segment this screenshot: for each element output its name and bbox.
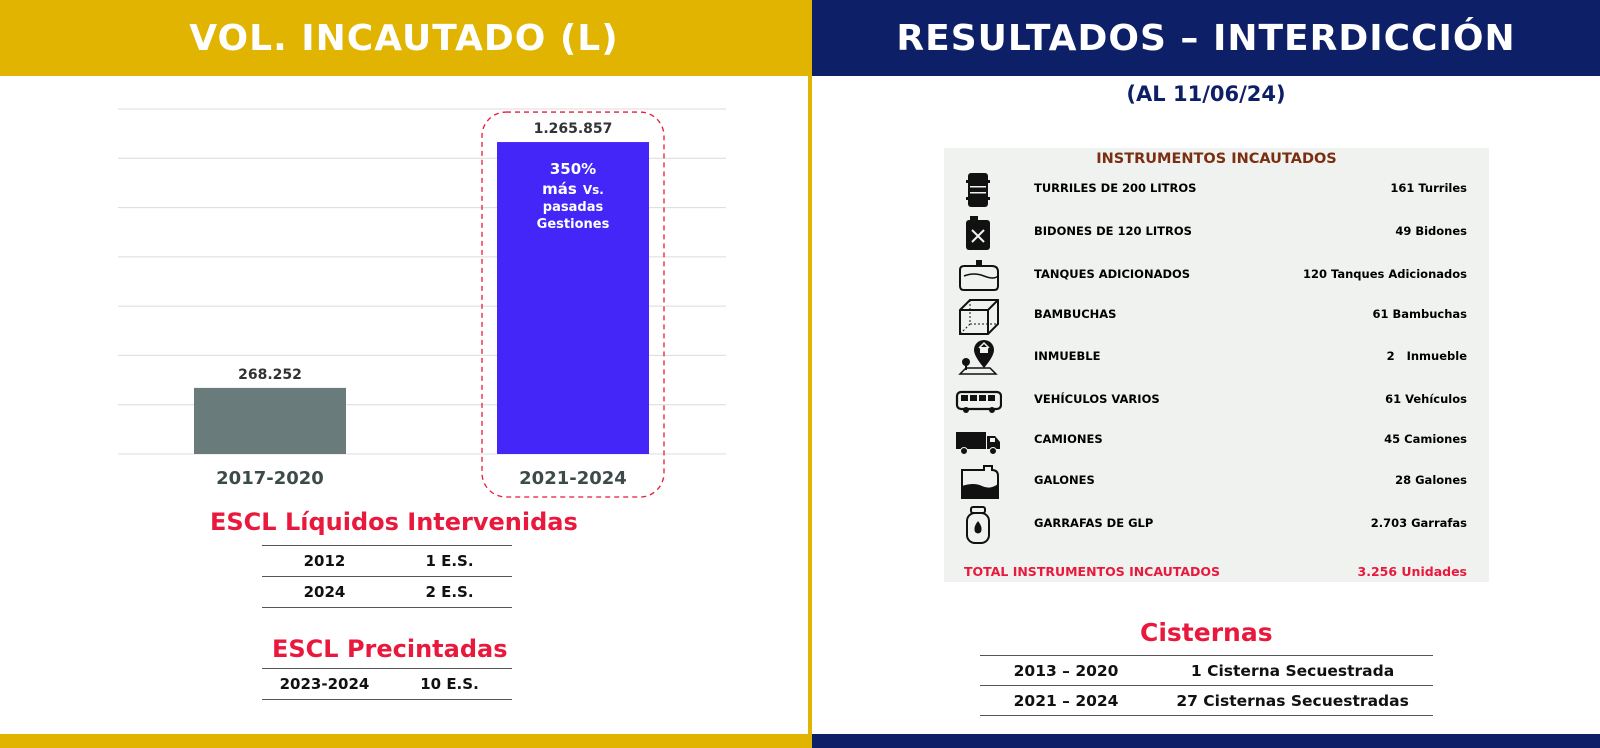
property-location-icon [958, 340, 998, 375]
instrumento-label: GARRAFAS DE GLP [1034, 516, 1154, 530]
escl-liquidos-year: 2024 [262, 576, 387, 608]
cisternas-period: 2021 – 2024 [980, 685, 1153, 716]
instrumento-value: 45 Camiones [1384, 432, 1467, 446]
annotation-pasadas: pasadas [543, 200, 604, 215]
table-row: 2012 1 E.S. [262, 545, 512, 577]
highlight-box [481, 111, 665, 498]
instrumento-label: BIDONES DE 120 LITROS [1034, 224, 1192, 238]
x-tick-label: 2017-2020 [216, 468, 324, 489]
cisternas-period: 2013 – 2020 [980, 655, 1153, 686]
escl-liquidos-table: 2012 1 E.S. 2024 2 E.S. [262, 545, 512, 608]
right-footer-bar [812, 734, 1600, 748]
cisternas-value: 27 Cisternas Secuestradas [1152, 685, 1433, 716]
escl-liquidos-year: 2012 [262, 545, 387, 577]
resultados-title: RESULTADOS – INTERDICCIÓN [896, 17, 1516, 59]
table-row: 2021 – 2024 27 Cisternas Secuestradas [980, 685, 1433, 716]
column-divider [808, 0, 812, 748]
table-row: 2023-2024 10 E.S. [262, 668, 512, 700]
bar-2021-2024 [497, 142, 649, 454]
bus-icon [955, 390, 1002, 413]
total-row: TOTAL INSTRUMENTOS INCAUTADOS 3.256 Unid… [944, 564, 1489, 582]
escl-precintadas-title: ESCL Precintadas [272, 635, 508, 663]
instrumentos-panel: INSTRUMENTOS INCAUTADOS TURRILES DE 200 … [944, 148, 1489, 582]
cisternas-title: Cisternas [1140, 618, 1273, 647]
vol-incautado-header: VOL. INCAUTADO (L) [0, 0, 808, 76]
annotation-percent: 350% [550, 160, 596, 178]
instrumento-value: 28 Galones [1395, 473, 1467, 487]
vol-incautado-title: VOL. INCAUTADO (L) [189, 17, 619, 59]
table-row: 2013 – 2020 1 Cisterna Secuestrada [980, 655, 1433, 686]
annotation-mas-word: más [542, 180, 577, 198]
resultados-header: RESULTADOS – INTERDICCIÓN [812, 0, 1600, 76]
instrumento-label: VEHÍCULOS VARIOS [1034, 392, 1160, 406]
jerrycan-icon [966, 216, 990, 250]
instrumentos-title: INSTRUMENTOS INCAUTADOS [1096, 151, 1337, 167]
list-item: BAMBUCHAS 61 Bambuchas [944, 296, 1489, 336]
gallon-icon [961, 465, 999, 499]
data-label: 1.265.857 [534, 121, 613, 137]
list-item: GALONES 28 Galones [944, 462, 1489, 502]
x-tick-label: 2021-2024 [519, 468, 627, 489]
list-item: TURRILES DE 200 LITROS 161 Turriles [944, 170, 1489, 210]
instrumento-value: 2.703 Garrafas [1370, 516, 1467, 530]
annotation-vs: Vs. [583, 183, 604, 197]
instrumento-value: 161 Turriles [1390, 181, 1467, 195]
escl-precintadas-year: 2023-2024 [262, 668, 387, 700]
total-value: 3.256 Unidades [1357, 564, 1467, 579]
instrumento-value: 61 Bambuchas [1372, 307, 1467, 321]
list-item: INMUEBLE 2 Inmueble [944, 338, 1489, 378]
cisternas-value: 1 Cisterna Secuestrada [1152, 655, 1433, 686]
escl-liquidos-value: 2 E.S. [387, 576, 512, 608]
report-date-subtitle: (AL 11/06/24) [1126, 82, 1286, 106]
instrumento-label: CAMIONES [1034, 432, 1103, 446]
instrumento-label: TURRILES DE 200 LITROS [1034, 181, 1197, 195]
list-item: TANQUES ADICIONADOS 120 Tanques Adiciona… [944, 256, 1489, 296]
instrumento-value: 120 Tanques Adicionados [1302, 267, 1467, 281]
list-item: VEHÍCULOS VARIOS 61 Vehículos [944, 381, 1489, 421]
instrumento-value: 2 Inmueble [1386, 349, 1467, 363]
total-label: TOTAL INSTRUMENTOS INCAUTADOS [964, 564, 1221, 579]
escl-liquidos-value: 1 E.S. [387, 545, 512, 577]
instrumento-label: BAMBUCHAS [1034, 307, 1117, 321]
bar-2017-2020 [194, 387, 346, 454]
table-row: 2024 2 E.S. [262, 576, 512, 608]
instrumento-label: INMUEBLE [1034, 349, 1101, 363]
annotation-mas: más Vs. [542, 180, 604, 198]
volume-bar-chart: 268.252 2017-2020 1.265.857 2021-2024 350% … [118, 108, 726, 498]
escl-liquidos-title: ESCL Líquidos Intervenidas [210, 508, 578, 536]
escl-precintadas-table: 2023-2024 10 E.S. [262, 668, 512, 700]
list-item: CAMIONES 45 Camiones [944, 421, 1489, 461]
instrumento-value: 49 Bidones [1395, 224, 1467, 238]
truck-icon [956, 432, 1000, 455]
data-label: 268.252 [238, 367, 302, 383]
cisternas-table: 2013 – 2020 1 Cisterna Secuestrada 2021 … [980, 655, 1433, 716]
box-icon [959, 299, 999, 335]
instrumento-value: 61 Vehículos [1385, 392, 1467, 406]
bar-annotation: 350% más Vs. pasadas Gestiones [537, 160, 610, 232]
annotation-gestiones: Gestiones [537, 217, 610, 232]
left-footer-bar [0, 734, 808, 748]
gas-cylinder-icon [966, 506, 990, 544]
instrumento-label: TANQUES ADICIONADOS [1034, 267, 1191, 281]
list-item: GARRAFAS DE GLP 2.703 Garrafas [944, 505, 1489, 545]
escl-precintadas-value: 10 E.S. [387, 668, 512, 700]
barrel-icon [966, 173, 990, 207]
list-item: BIDONES DE 120 LITROS 49 Bidones [944, 213, 1489, 253]
chart-bars: 268.252 2017-2020 1.265.857 2021-2024 [194, 121, 649, 489]
instrumento-label: GALONES [1034, 473, 1095, 487]
tank-icon [959, 260, 999, 291]
